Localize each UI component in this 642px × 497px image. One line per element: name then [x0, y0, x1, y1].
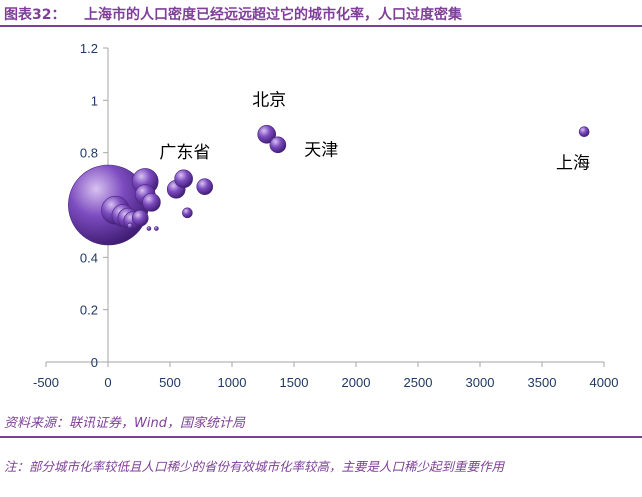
y-tick-label: 0.4: [80, 250, 98, 265]
divider: [0, 436, 642, 438]
y-tick-label: 0: [91, 355, 98, 370]
bubble-point: [142, 193, 161, 212]
bubble-chart: -500 0 500 1000 1500 2000 2500 3000 3500 4000 0 0.2…: [33, 41, 618, 390]
title-bar: 图表32： 上海市的人口密度已经远远超过它的城市化率，人口过度密集: [0, 0, 642, 27]
bubble-point: [196, 178, 214, 195]
bubble-point: [127, 222, 134, 230]
x-tick-label: 1500: [280, 375, 309, 390]
x-tick-label: 500: [159, 375, 181, 390]
x-tick-label: -500: [33, 375, 59, 390]
bubble-point: [578, 126, 590, 138]
x-tick-label: 1000: [218, 375, 247, 390]
x-tick-label: 2000: [342, 375, 371, 390]
y-tick-label: 0.2: [80, 303, 98, 318]
figure-number: 图表32：: [4, 7, 66, 23]
chart-title: 上海市的人口密度已经远远超过它的城市化率，人口过度密集: [84, 7, 462, 23]
x-tick-label: 0: [104, 375, 111, 390]
bubble-point: [257, 125, 277, 144]
x-tick-label: 4000: [590, 375, 619, 390]
annotation-label: 上海: [556, 153, 590, 173]
y-tick-label: 1.2: [80, 41, 98, 56]
bubble-point: [154, 226, 159, 231]
bubble-point: [146, 226, 152, 231]
y-tick-label: 0.8: [80, 146, 98, 161]
annotation-label: 北京: [252, 91, 286, 111]
annotation-label: 天津: [304, 140, 338, 160]
footnote: 注：部分城市化率较低且人口稀少的省份有效城市化率较高，主要是人口稀少起到重要作用: [4, 459, 505, 474]
bubble-point: [131, 209, 149, 227]
bubble-series: [68, 125, 590, 246]
annotation-label: 广东省: [159, 143, 210, 163]
axes: -500 0 500 1000 1500 2000 2500 3000 3500 4000 0 0.2…: [33, 41, 618, 390]
source-note: 资料来源：联讯证券，Wind，国家统计局: [4, 416, 245, 431]
bubble-point: [182, 207, 193, 219]
bubble-point: [269, 136, 287, 154]
x-tick-label: 2500: [404, 375, 433, 390]
bubble-point: [174, 169, 193, 189]
x-tick-label: 3000: [466, 375, 495, 390]
y-tick-label: 1: [91, 93, 98, 108]
x-tick-label: 3500: [528, 375, 557, 390]
